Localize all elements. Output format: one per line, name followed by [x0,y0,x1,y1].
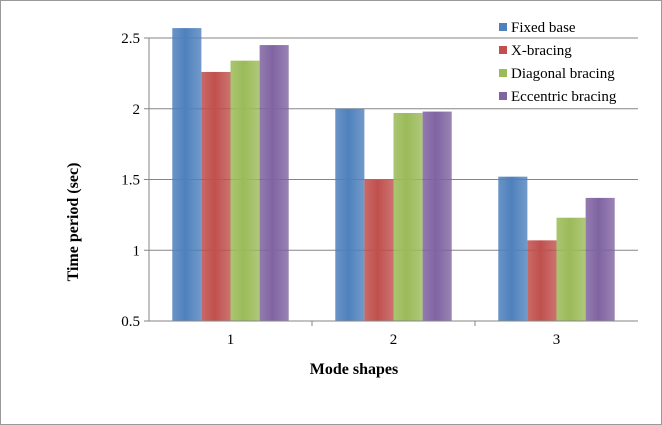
bar-diagonal-bracing-mode-2 [393,112,423,322]
x-tick-label: 1 [227,332,235,348]
bar-fixed-base-mode-3 [498,176,528,321]
legend-label: Fixed base [511,20,576,36]
x-axis-title: Mode shapes [310,361,398,378]
y-tick-label: 2 [133,102,141,118]
bar-fixed-base-mode-2 [335,108,365,321]
bar-diagonal-bracing-mode-3 [556,217,586,321]
bar-x-bracing-mode-1 [201,71,231,322]
legend-swatch [499,92,507,100]
legend: Fixed base X-bracing Diagonal bracing Eccen… [499,20,617,105]
legend-label: Diagonal bracing [511,66,615,82]
bar-x-bracing-mode-2 [364,179,394,321]
y-axis-title: Time period (sec) [65,163,82,282]
bar-eccentric-bracing-mode-2 [422,111,452,321]
y-tick-label: 1 [133,243,141,259]
bars [172,28,615,322]
bar-eccentric-bracing-mode-3 [585,197,615,321]
legend-swatch [499,23,507,31]
tick-labels: 0.5 1 1.5 2 2.5 1 2 3 [121,31,560,348]
legend-swatch [499,69,507,77]
y-tick-label: 2.5 [121,31,140,47]
y-tick-label: 0.5 [121,314,140,330]
legend-label: Eccentric bracing [511,89,617,105]
x-tick-label: 2 [390,332,398,348]
x-tick-label: 3 [553,332,561,348]
legend-label: X-bracing [511,43,572,59]
bar-diagonal-bracing-mode-1 [230,60,260,321]
y-tick-label: 1.5 [121,173,140,189]
bar-x-bracing-mode-3 [527,240,557,321]
legend-swatch [499,46,507,54]
axes [144,37,638,326]
bar-fixed-base-mode-1 [172,28,202,321]
bar-eccentric-bracing-mode-1 [259,45,289,321]
